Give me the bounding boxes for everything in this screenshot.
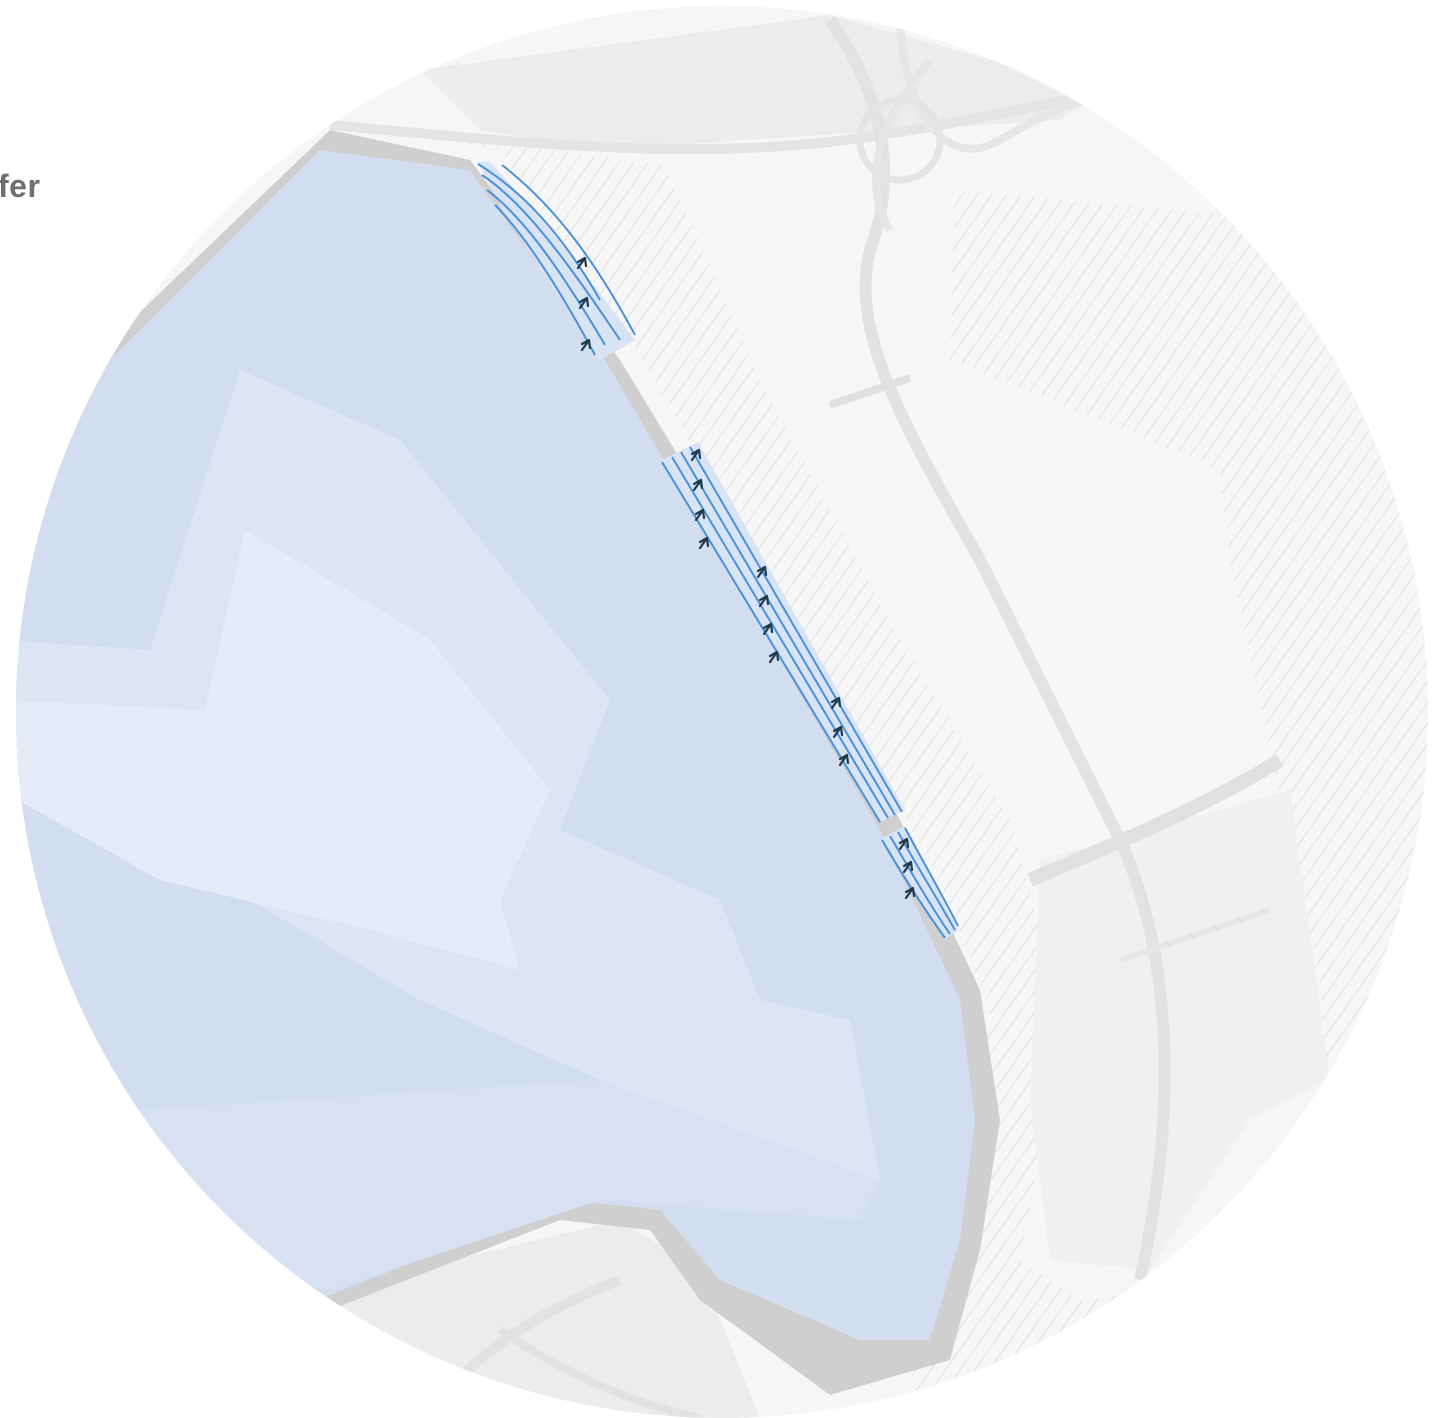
lane-arrow-icon <box>690 448 702 462</box>
lane-line <box>680 451 896 816</box>
lane-line <box>661 461 881 823</box>
road-east-cross <box>1027 754 1284 887</box>
lane-arrow-icon <box>904 886 916 900</box>
lane-arrow-icon <box>694 508 706 522</box>
road-interchange <box>871 57 934 233</box>
lane-fill <box>478 162 635 360</box>
hatched-land-east <box>950 190 1428 1150</box>
lane-arrow-icon <box>580 338 592 352</box>
lane-arrow-icon <box>830 696 842 710</box>
lane-line <box>689 446 903 813</box>
lane-line <box>904 827 959 927</box>
lane-arrow-icon <box>576 256 588 270</box>
lane-line <box>501 164 636 336</box>
lane-line <box>889 835 951 935</box>
lane-segment-south <box>881 826 959 940</box>
lane-segment-north <box>477 162 636 360</box>
shallow-water-hatch <box>16 370 880 1180</box>
lane-line <box>486 189 606 346</box>
road-south-2 <box>497 1326 701 1418</box>
industrial-area-east <box>1030 790 1330 1270</box>
highway-main <box>825 16 1171 1282</box>
lane-line <box>494 204 596 356</box>
road-minor <box>1119 907 1271 963</box>
lane-segment-middle <box>661 442 905 823</box>
lane-arrow-icon <box>758 594 770 608</box>
lane-arrow-icon <box>832 725 844 739</box>
lane-arrow-icon <box>898 837 910 851</box>
lane-arrow-icon <box>692 478 704 492</box>
lane-arrow-icon <box>698 536 710 550</box>
lane-arrow-icon <box>768 650 780 664</box>
lane-line <box>481 174 621 341</box>
lane-arrow-icon <box>578 296 590 310</box>
lane-line <box>671 456 889 819</box>
interchange-loop <box>856 96 944 184</box>
lane-arrows <box>576 256 916 900</box>
lane-arrow-icon <box>756 565 768 579</box>
lane-arrow-icon <box>762 622 774 636</box>
road-stub <box>828 374 912 409</box>
lane-line <box>477 163 601 301</box>
lane-arrow-icon <box>838 753 850 767</box>
lane-arrow-icon <box>902 860 914 874</box>
hatched-land-bank <box>330 120 1150 1418</box>
shallow-water-south <box>140 1080 880 1290</box>
road-north <box>329 85 1121 155</box>
partial-place-label: fer <box>0 168 41 204</box>
